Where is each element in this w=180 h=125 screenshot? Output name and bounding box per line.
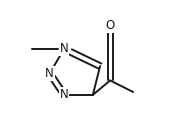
Text: N: N — [60, 88, 69, 101]
Text: N: N — [60, 42, 69, 55]
Text: O: O — [105, 19, 115, 32]
Text: N: N — [45, 67, 54, 80]
